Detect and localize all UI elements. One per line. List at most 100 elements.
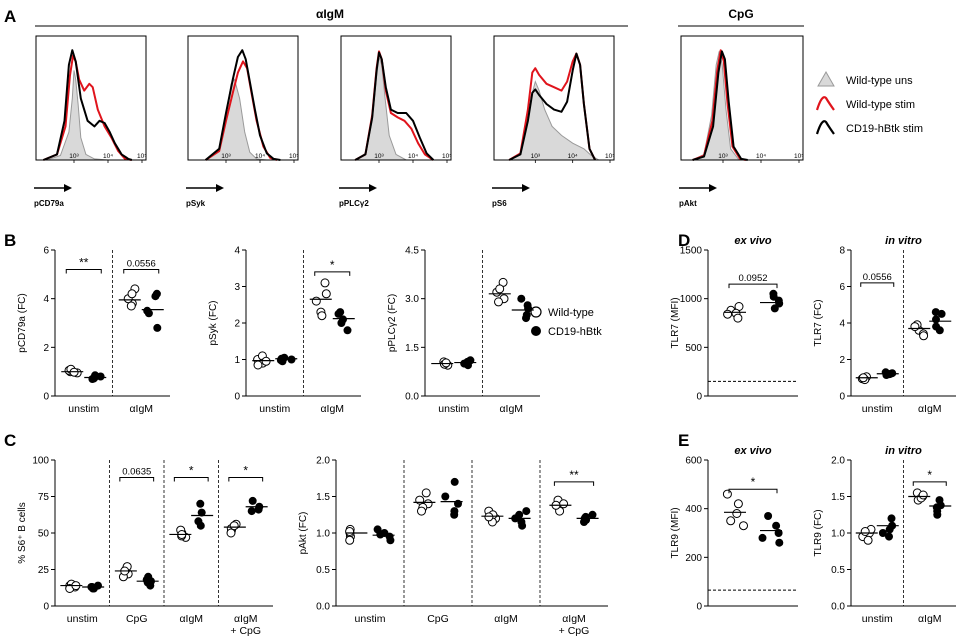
x-tick-label: 10⁴: [408, 153, 418, 160]
legend-swatch-black: [815, 120, 835, 135]
y-tick-label: 100: [32, 456, 49, 467]
legend-swatch-red: [815, 96, 835, 111]
legend-label: Wild-type: [548, 307, 594, 319]
group-label: αIgM: [320, 403, 344, 415]
y-tick-label: 4: [43, 294, 49, 305]
marker-label: pPLCγ2: [339, 199, 369, 208]
x-tick-label: 10⁴: [568, 153, 578, 160]
group-label: αIgM: [494, 613, 518, 625]
data-point-cd19hbtk: [343, 326, 352, 335]
data-point-cd19hbtk: [454, 499, 462, 508]
y-tick-label: 200: [685, 553, 702, 564]
group-label: αIgM: [129, 403, 153, 415]
panel-letter-c: C: [4, 431, 16, 450]
significance-label: 0.0556: [863, 272, 892, 283]
histogram-cd19hbtk-stim-line: [354, 51, 435, 161]
y-tick-label: 4: [234, 246, 240, 257]
data-point-cd19hbtk: [465, 357, 474, 365]
scatter-pcd79a-fc-: 0 2 4 6 pCD79a (FC) unstim αIgM ** 0.0556: [17, 246, 170, 415]
chart-title: in vitro: [885, 445, 922, 457]
y-tick-label: 400: [685, 504, 702, 515]
data-point-cd19hbtk: [196, 499, 205, 508]
data-point-wildtype: [253, 360, 263, 370]
histogram-frame: [187, 35, 299, 161]
group-label: αIgM: [918, 613, 942, 625]
data-point-cd19hbtk: [885, 525, 894, 534]
scatter-psyk-fc-: 0 1 2 3 4 pSyk (FC) unstim αIgM *: [208, 246, 361, 415]
significance-bracket: [728, 283, 778, 289]
group-label: unstim: [67, 613, 98, 625]
scatter-tlr7-mfi-: 0 500 1000 1500 TLR7 (MFI) ex vivo 0.0952: [670, 235, 798, 403]
y-axis-label: pAkt (FC): [298, 512, 309, 555]
significance-label: *: [330, 258, 335, 272]
y-tick-label: 2: [43, 343, 49, 354]
data-point-cd19hbtk: [775, 299, 784, 308]
data-point-wildtype: [441, 358, 451, 368]
y-tick-label: 1000: [680, 294, 703, 305]
group-label: CpG: [427, 613, 449, 625]
x-tick-label: 10³: [531, 153, 541, 160]
y-tick-label: 0: [234, 392, 240, 403]
marker-label: pSyk: [186, 199, 206, 208]
significance-label: *: [243, 464, 248, 478]
y-tick-label: 1.5: [405, 343, 419, 354]
panel-letter-e: E: [678, 431, 689, 450]
significance-bracket: [553, 481, 595, 486]
y-tick-label: 0: [43, 392, 49, 403]
data-point-cd19hbtk: [337, 319, 346, 327]
x-tick-label: 10³: [718, 153, 728, 160]
data-point-cd19hbtk: [937, 309, 946, 318]
data-point-cd19hbtk: [517, 294, 526, 303]
x-tick-label: 10⁵: [137, 153, 147, 160]
y-axis-label: pPLCγ2 (FC): [387, 294, 398, 352]
significance-label: *: [189, 464, 194, 478]
y-tick-label: 6: [839, 282, 845, 293]
significance-bracket: [314, 271, 351, 276]
histogram-pplcγ2: 10³ 10⁴ 10⁵ pPLCγ2: [339, 35, 452, 208]
histogram-cd19hbtk-stim-line: [204, 49, 281, 161]
histogram-psyk: 10³ 10⁴ 10⁵ pSyk: [186, 35, 299, 208]
y-tick-label: 0.0: [831, 602, 845, 613]
histogram-ps6: 10³ 10⁴ 10⁵ pS6: [492, 35, 615, 208]
data-point-wildtype: [226, 528, 236, 538]
data-point-wildtype: [126, 301, 136, 311]
legend-marker-filled: [531, 326, 541, 336]
group-label: unstim: [68, 403, 99, 415]
y-tick-label: 0.5: [316, 565, 330, 576]
data-point-wildtype: [311, 296, 321, 306]
y-tick-label: 2.0: [831, 456, 845, 467]
y-tick-label: 50: [38, 529, 50, 540]
significance-label: **: [569, 468, 579, 482]
data-point-cd19hbtk: [254, 505, 263, 514]
charts: 10³ 10⁴ 10⁵ pCD79a 10³ 10⁴ 10⁵ pSyk 10³ 10⁴ 10⁵ pPL…: [17, 35, 956, 637]
y-tick-label: 1.0: [316, 529, 330, 540]
y-tick-label: 1: [234, 355, 240, 366]
data-point-wildtype: [559, 499, 569, 509]
group-label: αIgM: [562, 613, 586, 625]
scatter-pakt-fc-: 0.0 0.5 1.0 1.5 2.0 pAkt (FC) unstim CpG αIgM αIg…: [298, 456, 608, 637]
histogram-frame: [493, 35, 615, 161]
y-axis-label: TLR7 (MFI): [670, 297, 681, 348]
y-axis-label: TLR9 (FC): [813, 509, 824, 556]
data-point-wildtype: [919, 331, 929, 341]
data-point-cd19hbtk: [287, 355, 296, 364]
data-point-wildtype: [229, 521, 239, 531]
legend-label: CD19-hBtk stim: [846, 123, 923, 135]
axis-arrowhead: [216, 184, 224, 192]
y-tick-label: 0: [839, 392, 845, 403]
chart-title: ex vivo: [734, 235, 772, 247]
data-point-cd19hbtk: [878, 529, 887, 537]
data-point-wildtype: [918, 490, 928, 500]
marker-label: pAkt: [679, 199, 697, 208]
significance-bracket: [228, 477, 264, 482]
data-point-cd19hbtk: [334, 309, 343, 318]
data-point-cd19hbtk: [450, 510, 459, 519]
data-point-wildtype: [320, 278, 330, 288]
data-point-cd19hbtk: [758, 533, 767, 542]
panel-letter-b: B: [4, 231, 16, 250]
marker-label: pCD79a: [34, 199, 64, 208]
data-point-cd19hbtk: [887, 514, 896, 523]
significance-bracket: [728, 488, 778, 494]
x-tick-label: 10⁴: [103, 153, 113, 160]
y-tick-label: 6: [43, 246, 49, 257]
